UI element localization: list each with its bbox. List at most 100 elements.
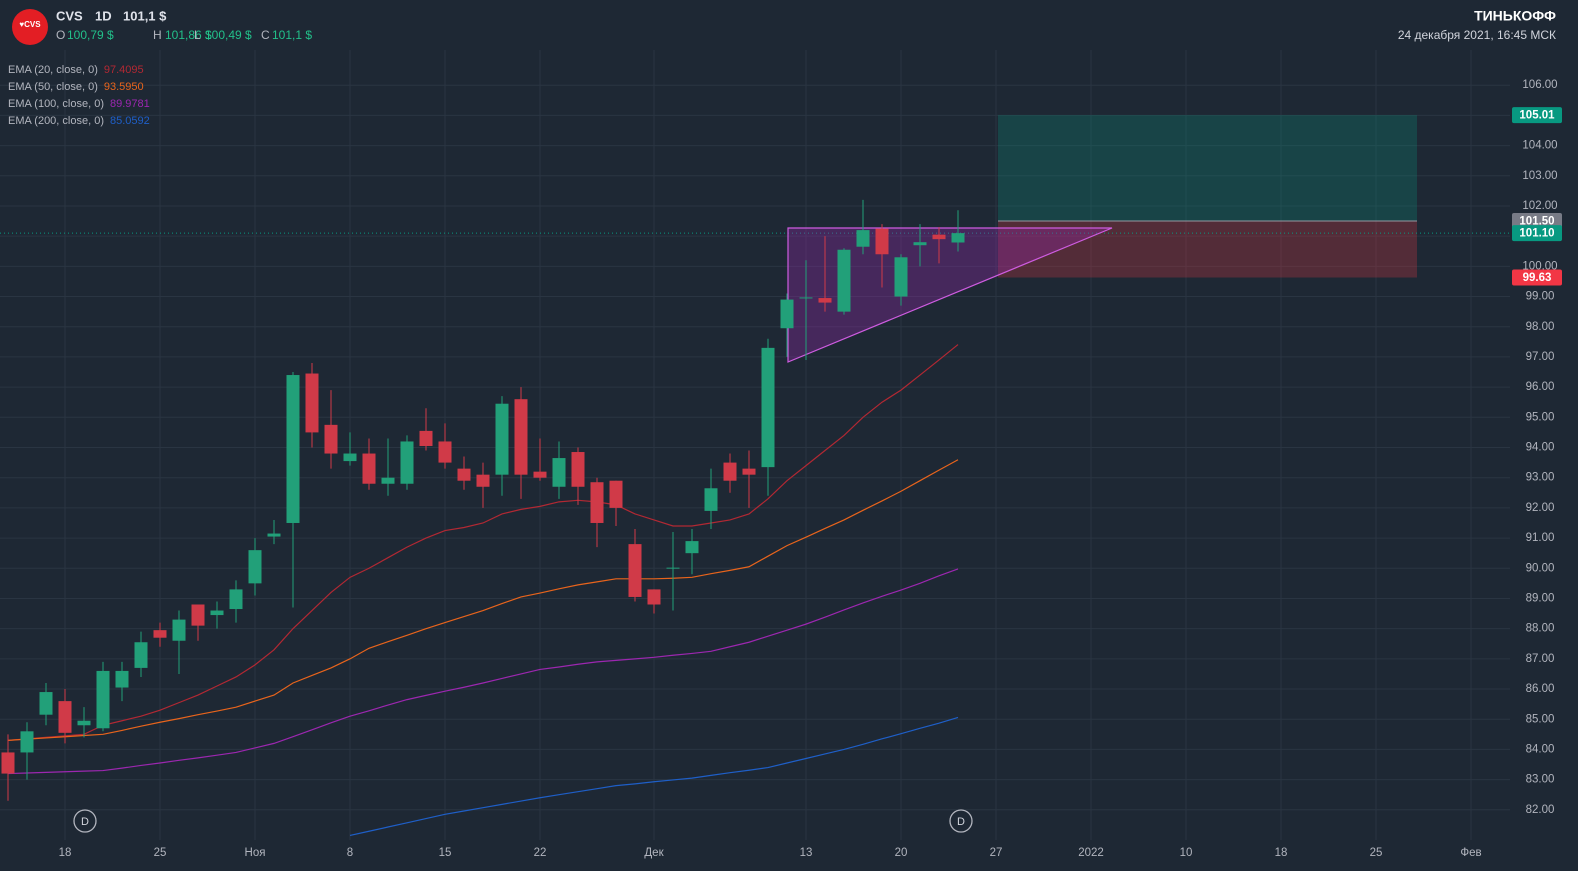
candle-body[interactable] bbox=[875, 228, 889, 255]
y-tick-label: 88.00 bbox=[1526, 623, 1555, 635]
y-tick-label: 86.00 bbox=[1526, 683, 1555, 695]
candle-body[interactable] bbox=[837, 249, 851, 312]
candle-body[interactable] bbox=[229, 589, 243, 610]
logo-text: ♥CVS bbox=[19, 20, 41, 29]
candle-body[interactable] bbox=[647, 589, 661, 605]
candle-body[interactable] bbox=[780, 299, 794, 329]
ohlc-label: O bbox=[56, 28, 65, 42]
price-tag bbox=[1512, 213, 1562, 230]
candle-body[interactable] bbox=[932, 234, 946, 240]
candle-body[interactable] bbox=[267, 533, 281, 537]
dividend-marker-label: D bbox=[957, 816, 965, 828]
candle-body[interactable] bbox=[305, 373, 319, 433]
candle-body[interactable] bbox=[894, 257, 908, 297]
candle-body[interactable] bbox=[438, 441, 452, 463]
candle-body[interactable] bbox=[77, 720, 91, 726]
y-tick-label: 106.00 bbox=[1522, 79, 1557, 91]
candle-body[interactable] bbox=[761, 347, 775, 468]
candle-body[interactable] bbox=[628, 544, 642, 597]
candle-body[interactable] bbox=[191, 604, 205, 626]
ema-line bbox=[7, 568, 959, 775]
legend: EMA (20, close, 0) 97.4095 EMA (50, close,… bbox=[8, 64, 150, 127]
candle-body[interactable] bbox=[723, 462, 737, 481]
x-tick-label: 25 bbox=[1370, 847, 1383, 859]
candle-body[interactable] bbox=[590, 482, 604, 523]
candle-body[interactable] bbox=[58, 701, 72, 733]
candle-body[interactable] bbox=[666, 567, 680, 569]
legend-name: EMA (100, close, 0) bbox=[8, 98, 104, 110]
legend-value: 97.4095 bbox=[104, 64, 144, 76]
candle-body[interactable] bbox=[419, 430, 433, 446]
candle-body[interactable] bbox=[115, 670, 129, 688]
candle-body[interactable] bbox=[172, 619, 186, 641]
candle-body[interactable] bbox=[1, 752, 15, 774]
candle-body[interactable] bbox=[343, 453, 357, 462]
legend-name: EMA (50, close, 0) bbox=[8, 81, 98, 93]
profit-zone bbox=[998, 115, 1417, 222]
price-tag-label: 101.10 bbox=[1519, 228, 1554, 240]
price-tag bbox=[1512, 269, 1562, 286]
candle-body[interactable] bbox=[742, 468, 756, 475]
candle-body[interactable] bbox=[362, 453, 376, 484]
ohlc-label: H bbox=[153, 28, 162, 42]
x-tick-label: 15 bbox=[439, 847, 452, 859]
candle-body[interactable] bbox=[609, 480, 623, 508]
candle-body[interactable] bbox=[799, 297, 813, 299]
candle-body[interactable] bbox=[571, 452, 585, 487]
y-tick-label: 91.00 bbox=[1526, 532, 1555, 544]
price-tag-label: 101.50 bbox=[1519, 216, 1554, 228]
candle-body[interactable] bbox=[457, 468, 471, 481]
x-tick-label: 25 bbox=[154, 847, 167, 859]
candle-body[interactable] bbox=[818, 298, 832, 303]
candle-body[interactable] bbox=[704, 488, 718, 511]
candle-body[interactable] bbox=[685, 541, 699, 554]
dividend-marker[interactable] bbox=[73, 809, 97, 833]
y-tick-label: 85.00 bbox=[1526, 713, 1555, 725]
x-tick-label: 10 bbox=[1180, 847, 1193, 859]
candle-body[interactable] bbox=[514, 399, 528, 475]
candle-body[interactable] bbox=[286, 375, 300, 523]
x-tick-label: Ноя bbox=[245, 847, 266, 859]
grid bbox=[0, 50, 1510, 840]
ohlc-value: 101,86 $ bbox=[165, 28, 212, 42]
price-tag-label: 99.63 bbox=[1523, 272, 1552, 284]
dividend-markers: D D bbox=[73, 809, 973, 833]
candle-body[interactable] bbox=[248, 550, 262, 584]
price-axis: 82.00 83.00 84.00 85.00 86.00 87.00 88.00 89.00… bbox=[59, 79, 1562, 859]
marks bbox=[1, 199, 965, 801]
candle-body[interactable] bbox=[210, 610, 224, 616]
y-tick-label: 92.00 bbox=[1526, 502, 1555, 514]
candle-body[interactable] bbox=[476, 474, 490, 487]
price-tag bbox=[1512, 107, 1562, 124]
header: ♥CVS CVS 1D 101,1 $ O 100,79 $ H 101,86 … bbox=[12, 8, 1556, 45]
x-tick-label: Фев bbox=[1460, 847, 1481, 859]
y-tick-label: 87.00 bbox=[1526, 653, 1555, 665]
candle-body[interactable] bbox=[39, 692, 53, 715]
candle-body[interactable] bbox=[913, 242, 927, 246]
candle-body[interactable] bbox=[951, 233, 965, 243]
candle-body[interactable] bbox=[400, 441, 414, 484]
x-tick-label: 22 bbox=[534, 847, 547, 859]
candle-body[interactable] bbox=[134, 642, 148, 668]
ohlc-value: 100,79 $ bbox=[67, 28, 114, 42]
candle-body[interactable] bbox=[856, 230, 870, 247]
candle-body[interactable] bbox=[96, 670, 110, 729]
loss-zone bbox=[998, 221, 1417, 278]
candle-body[interactable] bbox=[20, 731, 34, 753]
x-tick-label: 8 bbox=[347, 847, 353, 859]
candle-body[interactable] bbox=[495, 403, 509, 475]
candle-body[interactable] bbox=[381, 477, 395, 484]
ema-line bbox=[349, 716, 959, 837]
x-tick-label: 18 bbox=[1275, 847, 1288, 859]
ema-line bbox=[7, 344, 959, 741]
x-tick-label: 13 bbox=[800, 847, 813, 859]
candle-body[interactable] bbox=[324, 424, 338, 454]
y-tick-label: 82.00 bbox=[1526, 804, 1555, 816]
dividend-marker-label: D bbox=[81, 816, 89, 828]
candle-body[interactable] bbox=[552, 458, 566, 487]
dividend-marker[interactable] bbox=[949, 809, 973, 833]
logo bbox=[12, 9, 48, 45]
y-tick-label: 95.00 bbox=[1526, 411, 1555, 423]
candle-body[interactable] bbox=[153, 630, 167, 638]
candle-body[interactable] bbox=[533, 471, 547, 478]
